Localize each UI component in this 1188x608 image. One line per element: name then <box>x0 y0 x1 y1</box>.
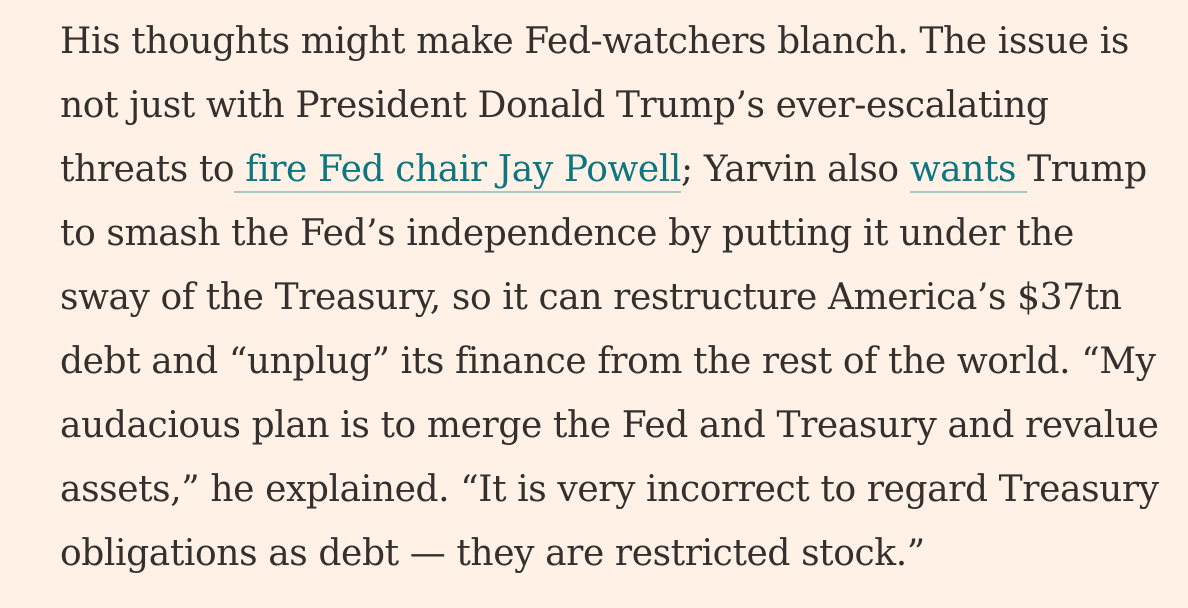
paragraph-line-8: assets,” he explained. “It is very incor… <box>60 469 1159 510</box>
paragraph-line-6: debt and “unplug” its finance from the r… <box>60 341 1156 382</box>
line-3-text-start: threats to <box>60 149 235 190</box>
fire-fed-chair-link[interactable]: fire Fed chair Jay Powell <box>234 149 681 193</box>
line-3-text-end: Trump <box>1027 149 1147 190</box>
paragraph-line-2: not just with President Donald Trump’s e… <box>60 85 1049 126</box>
paragraph-line-4: to smash the Fed’s independence by putti… <box>60 213 1074 254</box>
paragraph-line-9: obligations as debt — they are restricte… <box>60 533 925 574</box>
paragraph-line-7: audacious plan is to merge the Fed and T… <box>60 405 1159 446</box>
paragraph-line-1: His thoughts might make Fed-watchers bla… <box>60 21 1129 62</box>
paragraph-line-5: sway of the Treasury, so it can restruct… <box>60 277 1122 318</box>
wants-link[interactable]: wants <box>909 149 1028 193</box>
article-paragraph: His thoughts might make Fed-watchers bla… <box>60 10 1160 586</box>
line-3-text-middle: ; Yarvin also <box>681 149 910 190</box>
paragraph-line-3: threats to fire Fed chair Jay Powell; Ya… <box>60 138 1160 202</box>
